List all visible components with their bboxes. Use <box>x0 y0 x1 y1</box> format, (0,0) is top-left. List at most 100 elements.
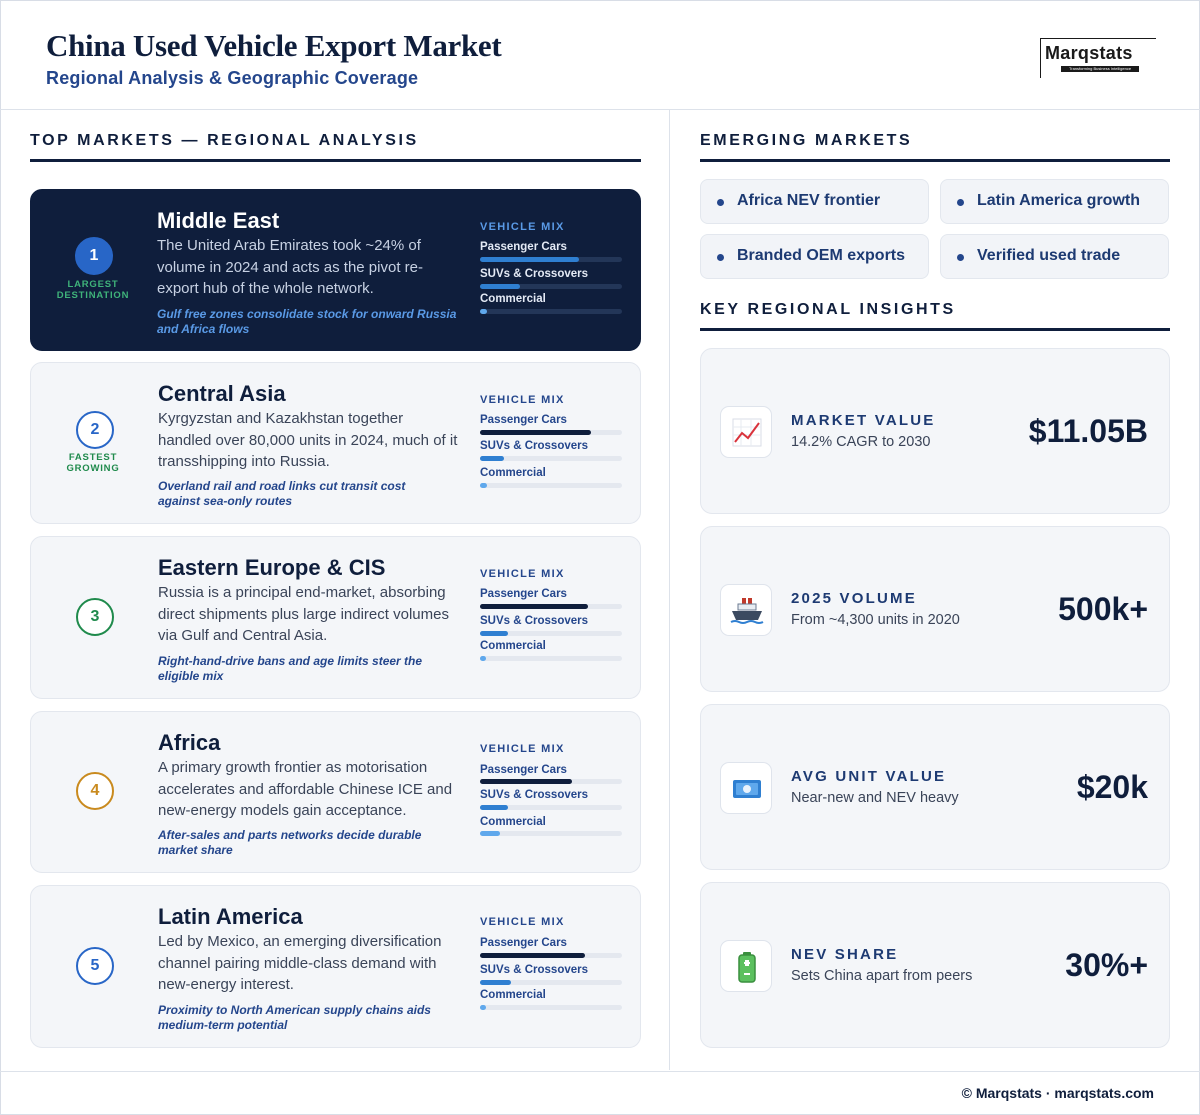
mix-label-commercial: Commercial <box>480 816 546 828</box>
bullet-dot <box>957 199 964 206</box>
mix-fill-commercial <box>480 1005 486 1010</box>
mix-fill-passenger <box>480 604 588 609</box>
mix-fill-passenger <box>480 430 591 435</box>
badge-line1: LARGEST <box>67 279 119 290</box>
mix-label-suv: SUVs & Crossovers <box>480 440 589 452</box>
mix-label-suv: SUVs & Crossovers <box>480 268 589 280</box>
mix-label-commercial: Commercial <box>480 467 546 479</box>
rank-badge: 3 <box>76 598 114 636</box>
mix-label-suv: SUVs & Crossovers <box>480 964 589 976</box>
mix-bar-commercial <box>480 831 622 836</box>
kpi-label: 2025 VOLUME <box>791 590 917 607</box>
mix-fill-suv <box>480 631 509 636</box>
market-note: Right-hand-drive bans and age limits ste… <box>158 654 423 683</box>
mix-bar-passenger <box>480 953 622 958</box>
market-name: Africa <box>158 730 221 755</box>
bullet-dot <box>717 254 724 261</box>
mix-label-passenger: Passenger Cars <box>480 414 567 426</box>
top-markets-rule <box>30 159 641 162</box>
market-note: Proximity to North American supply chain… <box>158 1003 431 1032</box>
vehicle-mix-heading: VEHICLE MIX <box>480 568 565 580</box>
mix-label-passenger: Passenger Cars <box>480 241 567 253</box>
market-card-middle-east: 1 LARGEST DESTINATION Middle East The Un… <box>30 189 641 351</box>
market-description: Kyrgyzstan and Kazakhstan together handl… <box>158 410 458 470</box>
badge-line1: FASTEST <box>68 452 118 463</box>
chip-label: Latin America growth <box>977 192 1140 209</box>
kpi-card-2025-volume: 2025 VOLUME From ~4,300 units in 2020 50… <box>700 526 1170 692</box>
market-description: Led by Mexico, an emerging diversificati… <box>158 933 442 993</box>
mix-bar-passenger <box>480 604 622 609</box>
rank-badge: 5 <box>76 947 114 985</box>
mix-label-commercial: Commercial <box>480 293 546 305</box>
kpi-subtext: 14.2% CAGR to 2030 <box>791 434 931 450</box>
mix-fill-commercial <box>480 831 500 836</box>
market-card-latin-america: 5 Latin America Led by Mexico, an emergi… <box>30 885 641 1048</box>
mix-bar-suv <box>480 805 622 810</box>
ship-icon <box>720 584 772 636</box>
mix-bar-commercial <box>480 483 622 488</box>
mix-bar-suv <box>480 631 622 636</box>
kpi-card-market-value: MARKET VALUE 14.2% CAGR to 2030 $11.05B <box>700 348 1170 514</box>
banknote-icon <box>720 762 772 814</box>
marqstats-logo: Marqstats Transforming Business Intellig… <box>1040 38 1156 78</box>
kpi-subtext: From ~4,300 units in 2020 <box>791 612 960 628</box>
vehicle-mix-heading: VEHICLE MIX <box>480 916 565 928</box>
key-insights-heading: KEY REGIONAL INSIGHTS <box>700 301 956 318</box>
kpi-value: 30%+ <box>1065 947 1148 983</box>
market-name: Eastern Europe & CIS <box>158 555 386 580</box>
mix-bar-suv <box>480 284 622 289</box>
vehicle-mix-heading: VEHICLE MIX <box>480 743 565 755</box>
mix-label-passenger: Passenger Cars <box>480 764 567 776</box>
vehicle-mix-heading: VEHICLE MIX <box>480 221 565 233</box>
mix-fill-passenger <box>480 779 573 784</box>
market-name: Middle East <box>157 208 280 233</box>
mix-fill-suv <box>480 456 505 461</box>
kpi-label: NEV SHARE <box>791 946 899 963</box>
kpi-value: $11.05B <box>1028 413 1148 449</box>
market-card-central-asia: 2 FASTEST GROWING Central Asia Kyrgyzsta… <box>30 362 641 524</box>
mix-label-commercial: Commercial <box>480 989 546 1001</box>
mix-label-suv: SUVs & Crossovers <box>480 789 589 801</box>
emerging-chip-verified-trade: Verified used trade <box>940 234 1169 279</box>
footer-credit: © Marqstats · marqstats.com <box>961 1085 1154 1101</box>
mix-bar-passenger <box>480 430 622 435</box>
mix-bar-passenger <box>480 257 622 262</box>
page-title: China Used Vehicle Export Market <box>46 28 502 63</box>
market-card-africa: 4 Africa A primary growth frontier as mo… <box>30 711 641 873</box>
chip-label: Africa NEV frontier <box>737 192 881 209</box>
mix-label-passenger: Passenger Cars <box>480 588 567 600</box>
emerging-chip-branded-oem: Branded OEM exports <box>700 234 929 279</box>
page-footer: © Marqstats · marqstats.com <box>0 1071 1200 1115</box>
mix-fill-commercial <box>480 309 488 314</box>
chip-label: Branded OEM exports <box>737 247 906 264</box>
market-description: A primary growth frontier as motorisatio… <box>158 759 453 819</box>
emerging-chip-latin-america: Latin America growth <box>940 179 1169 224</box>
kpi-label: MARKET VALUE <box>791 412 936 429</box>
emerging-markets-heading: EMERGING MARKETS <box>700 132 913 149</box>
kpi-value: 500k+ <box>1058 591 1148 627</box>
mix-fill-suv <box>480 284 520 289</box>
page-header: China Used Vehicle Export Market Regiona… <box>0 0 1200 110</box>
mix-label-passenger: Passenger Cars <box>480 937 567 949</box>
mix-fill-commercial <box>480 483 488 488</box>
mix-label-commercial: Commercial <box>480 640 546 652</box>
market-note: Overland rail and road links cut transit… <box>158 479 406 508</box>
column-divider <box>669 110 670 1070</box>
kpi-card-avg-unit-value: AVG UNIT VALUE Near-new and NEV heavy $2… <box>700 704 1170 870</box>
mix-label-suv: SUVs & Crossovers <box>480 615 589 627</box>
market-name: Latin America <box>158 904 303 929</box>
emerging-markets-rule <box>700 159 1170 162</box>
mix-fill-passenger <box>480 257 580 262</box>
badge-line2: DESTINATION <box>56 290 130 301</box>
mix-bar-passenger <box>480 779 622 784</box>
mix-fill-suv <box>480 980 512 985</box>
market-note: Gulf free zones consolidate stock for on… <box>157 307 457 336</box>
market-description: Russia is a principal end-market, absorb… <box>158 584 449 644</box>
kpi-subtext: Sets China apart from peers <box>791 968 973 984</box>
mix-fill-suv <box>480 805 509 810</box>
mix-bar-commercial <box>480 309 622 314</box>
battery-icon <box>720 940 772 992</box>
mix-bar-commercial <box>480 656 622 661</box>
rank-badge: 1 <box>75 237 113 275</box>
top-markets-heading: TOP MARKETS — REGIONAL ANALYSIS <box>30 132 419 149</box>
